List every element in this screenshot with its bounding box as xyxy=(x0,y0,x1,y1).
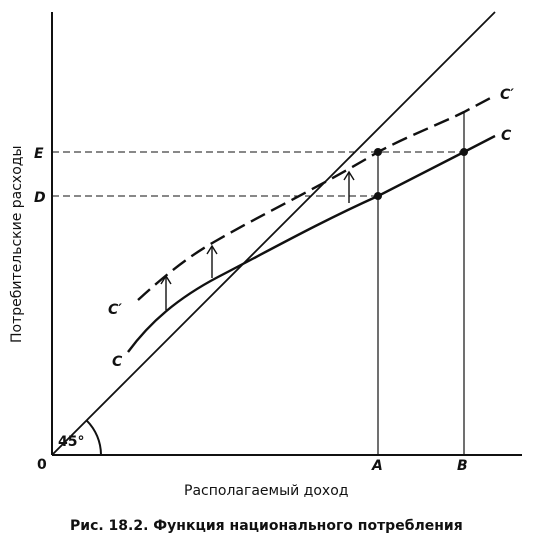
shift-arrow-1 xyxy=(160,274,172,310)
x-tick-b: B xyxy=(457,458,468,474)
point-b-on-c xyxy=(460,148,468,156)
angle-label: 45° xyxy=(58,434,84,450)
curve-c-prime-label-left: C′ xyxy=(108,302,122,318)
curve-c xyxy=(127,134,496,353)
curve-c-prime xyxy=(137,93,497,301)
x-tick-a: A xyxy=(371,458,383,474)
45-degree-line xyxy=(51,11,496,456)
curve-c-label-left: C xyxy=(112,354,123,370)
figure-caption: Рис. 18.2. Функция национального потребл… xyxy=(70,518,463,534)
y-tick-d: D xyxy=(34,190,46,206)
x-axis-title: Располагаемый доход xyxy=(184,483,348,499)
shift-arrow-2 xyxy=(206,244,218,278)
y-tick-e: E xyxy=(34,146,44,162)
y-axis-title: Потребительские расходы xyxy=(9,145,25,343)
origin-label: 0 xyxy=(37,457,47,473)
curve-c-prime-label-right: C′ xyxy=(500,87,514,103)
point-a-on-c xyxy=(374,192,382,200)
curve-c-label-right: C xyxy=(501,128,512,144)
45-degree-arc xyxy=(85,419,102,456)
point-a-on-c-prime xyxy=(374,148,382,156)
shift-arrow-3 xyxy=(343,170,355,203)
